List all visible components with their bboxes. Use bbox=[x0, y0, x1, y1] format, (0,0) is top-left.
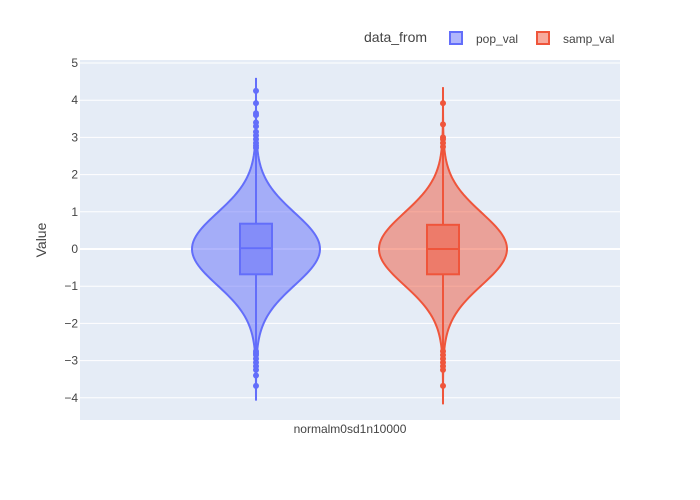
x-tick-label: normalm0sd1n10000 bbox=[294, 422, 407, 436]
legend: data_from pop_val samp_val bbox=[364, 29, 614, 46]
outlier-point bbox=[440, 100, 446, 107]
legend-title: data_from bbox=[364, 29, 427, 45]
violin-samp_val bbox=[378, 87, 508, 405]
y-tick-label: −4 bbox=[64, 391, 78, 405]
y-tick-label: −3 bbox=[64, 354, 78, 368]
legend-label-pop_val: pop_val bbox=[476, 32, 518, 46]
y-tick-label: 0 bbox=[71, 242, 78, 256]
y-tick-label: 2 bbox=[71, 168, 78, 182]
y-tick-label: 5 bbox=[71, 56, 78, 70]
outlier-point bbox=[253, 366, 259, 373]
legend-label-samp_val: samp_val bbox=[563, 32, 614, 46]
violins bbox=[191, 77, 508, 405]
y-tick-labels: 5 4 3 2 1 0 −1 −2 −3 −4 bbox=[64, 56, 78, 405]
y-tick-label: −1 bbox=[64, 279, 78, 293]
y-tick-label: −2 bbox=[64, 316, 78, 330]
outlier-point bbox=[253, 100, 259, 107]
outlier-point bbox=[253, 123, 259, 130]
gridlines bbox=[80, 62, 620, 399]
outlier-point bbox=[253, 144, 259, 151]
y-tick-label: 1 bbox=[71, 205, 78, 219]
outlier-point bbox=[440, 143, 446, 150]
y-tick-label: 4 bbox=[71, 93, 78, 107]
outlier-point bbox=[253, 87, 259, 94]
outlier-point bbox=[253, 112, 259, 119]
outlier-point bbox=[253, 372, 259, 379]
outlier-point bbox=[440, 382, 446, 389]
legend-swatch-samp_val bbox=[536, 31, 550, 45]
legend-swatch-pop_val bbox=[449, 31, 463, 45]
outlier-point bbox=[253, 382, 259, 389]
outlier-point bbox=[440, 366, 446, 373]
violin-pop_val bbox=[191, 77, 321, 401]
plot-background bbox=[80, 60, 620, 420]
outlier-point bbox=[440, 121, 446, 128]
y-axis-title: Value bbox=[33, 222, 49, 257]
y-tick-label: 3 bbox=[71, 130, 78, 144]
